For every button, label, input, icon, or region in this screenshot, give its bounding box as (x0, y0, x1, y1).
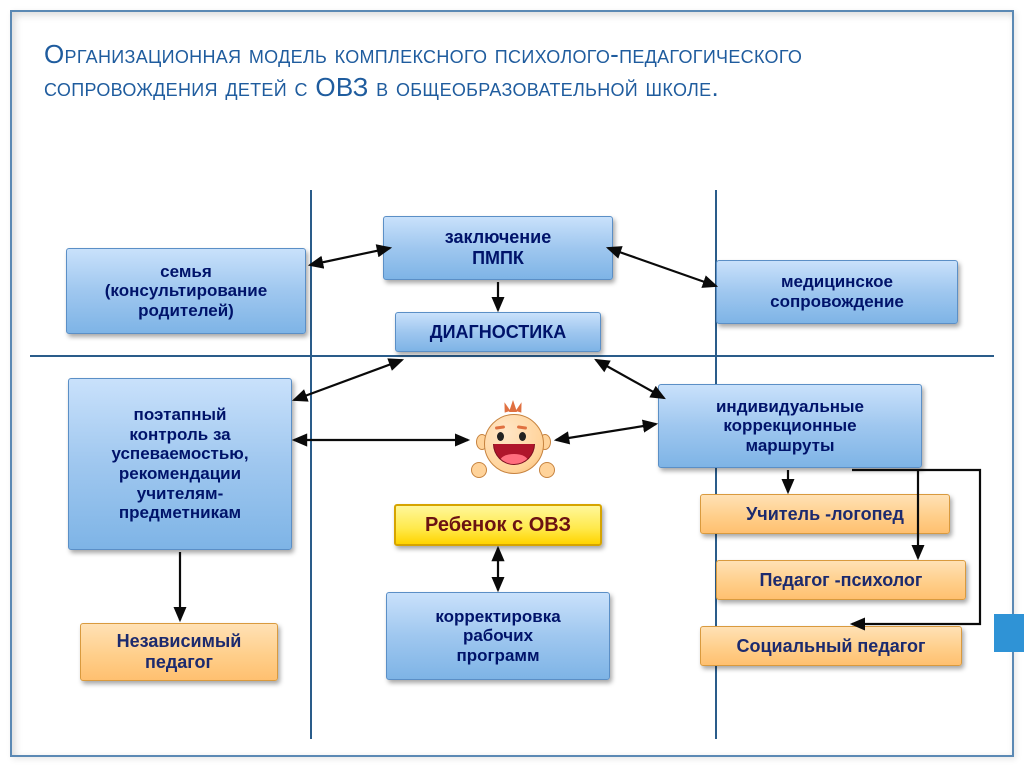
node-routes-label: индивидуальныекоррекционныемаршруты (716, 397, 864, 456)
node-social: Социальный педагог (700, 626, 962, 666)
node-logoped: Учитель -логопед (700, 494, 950, 534)
node-center: Ребенок с ОВЗ (394, 504, 602, 546)
child-icon (475, 404, 551, 480)
title-rest: рганизационная модель комплексного психо… (44, 39, 802, 102)
node-indep: Независимыйпедагог (80, 623, 278, 681)
node-indep-label: Независимыйпедагог (117, 631, 242, 673)
node-correction: корректировкарабочихпрограмм (386, 592, 610, 680)
node-social-label: Социальный педагог (736, 636, 925, 657)
node-diag: ДИАГНОСТИКА (395, 312, 601, 352)
node-family-label: семья(консультированиеродителей) (105, 262, 267, 321)
node-logoped-label: Учитель -логопед (746, 504, 904, 525)
node-diag-label: ДИАГНОСТИКА (430, 322, 566, 343)
grid-vline-left (310, 190, 312, 739)
node-pmpk-label: заключениеПМПК (445, 227, 551, 268)
accent-tab (994, 614, 1024, 652)
slide: Организационная модель комплексного псих… (0, 0, 1024, 767)
grid-hline (30, 355, 994, 357)
node-control-label: поэтапныйконтроль зауспеваемостью,рекоме… (111, 405, 248, 522)
node-med-label: медицинскоесопровождение (770, 272, 904, 311)
slide-title: Организационная модель комплексного псих… (44, 38, 980, 103)
node-correction-label: корректировкарабочихпрограмм (435, 607, 560, 666)
node-med: медицинскоесопровождение (716, 260, 958, 324)
node-control: поэтапныйконтроль зауспеваемостью,рекоме… (68, 378, 292, 550)
node-psych-label: Педагог -психолог (760, 570, 923, 591)
node-pmpk: заключениеПМПК (383, 216, 613, 280)
node-family: семья(консультированиеродителей) (66, 248, 306, 334)
title-first-letter: О (44, 39, 65, 69)
node-psych: Педагог -психолог (716, 560, 966, 600)
node-routes: индивидуальныекоррекционныемаршруты (658, 384, 922, 468)
node-center-label: Ребенок с ОВЗ (425, 514, 571, 537)
